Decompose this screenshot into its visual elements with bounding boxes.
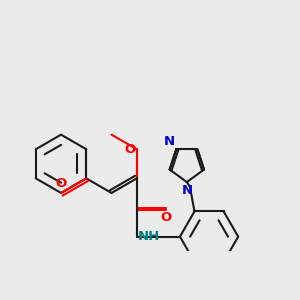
Text: NH: NH — [137, 230, 160, 242]
Text: N: N — [164, 135, 175, 148]
Text: N: N — [181, 184, 192, 196]
Text: O: O — [160, 211, 172, 224]
Text: O: O — [124, 143, 135, 156]
Text: O: O — [56, 178, 67, 190]
